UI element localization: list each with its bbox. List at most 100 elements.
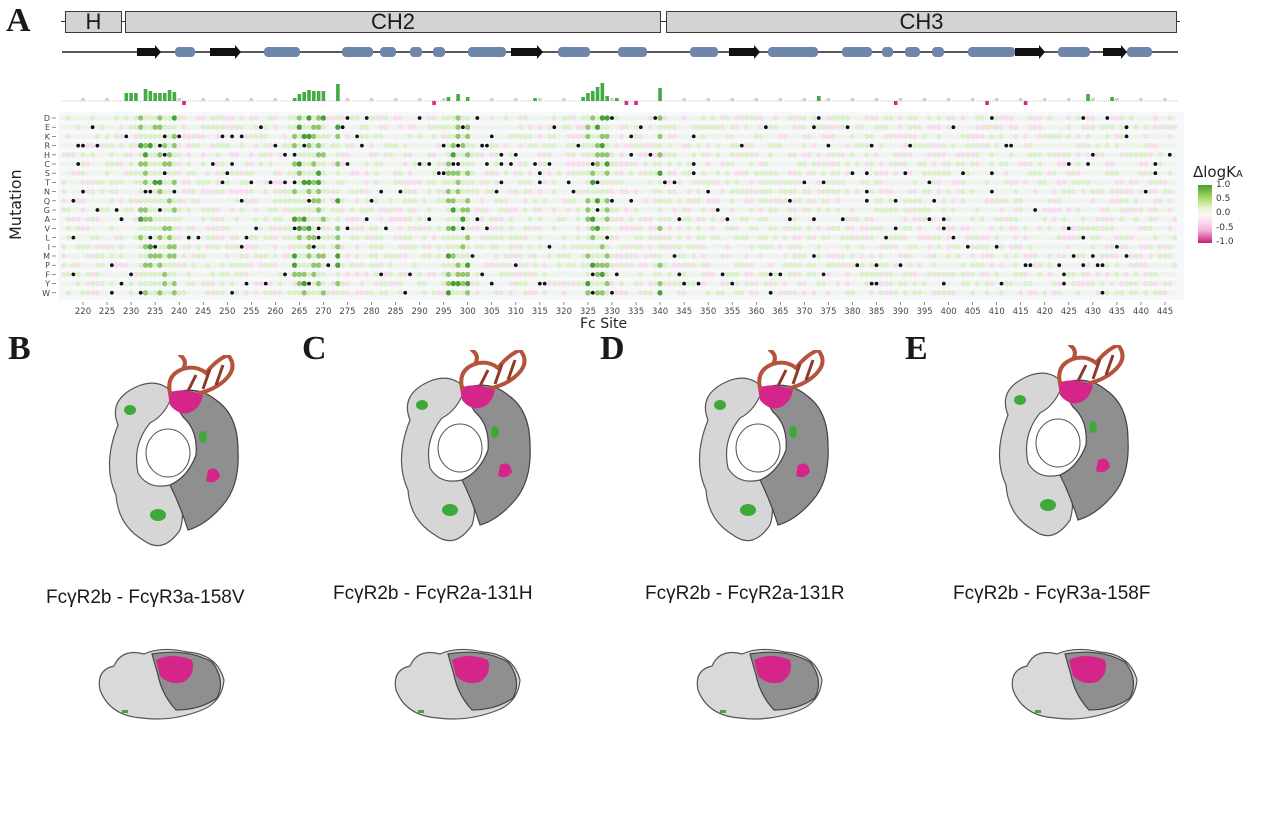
site-bar-positive <box>614 98 619 101</box>
wild-type-dot <box>821 180 826 185</box>
wild-type-dot <box>475 217 480 222</box>
wild-type-dot <box>927 217 932 222</box>
helix-segment <box>932 47 944 57</box>
site-bar-positive <box>312 91 316 101</box>
x-tick-label: 225 <box>99 307 115 317</box>
helix-segment <box>264 47 300 57</box>
wild-type-dot <box>109 263 114 268</box>
wild-type-dot <box>864 171 869 176</box>
wild-type-dot <box>162 171 167 176</box>
wild-type-dot <box>629 152 634 157</box>
site-bar-positive <box>595 87 600 101</box>
y-axis-title: Mutation <box>6 169 25 240</box>
wild-type-dot <box>172 189 177 194</box>
wild-type-dot <box>662 180 667 185</box>
helix-segment <box>1127 47 1152 57</box>
wild-type-dot <box>961 171 965 176</box>
wild-type-dot <box>696 281 701 286</box>
site-bar-positive <box>172 92 177 101</box>
wild-type-dot <box>812 254 816 258</box>
wild-type-dot <box>345 226 350 231</box>
wild-type-dot <box>989 116 994 120</box>
wild-type-dot <box>552 125 557 130</box>
wild-type-dot <box>220 134 225 139</box>
x-tick-label: 410 <box>989 307 1005 317</box>
y-tick-label: N <box>44 188 50 197</box>
x-tick-label: 345 <box>676 307 692 317</box>
wild-type-dot <box>71 272 76 277</box>
panel-letter-e: E <box>905 330 928 367</box>
wild-type-dot <box>739 143 744 148</box>
colorbar-title-main: ΔlogK <box>1193 163 1236 181</box>
structure-side-view-b <box>107 355 241 548</box>
wild-type-dot <box>119 217 124 222</box>
wild-type-dot <box>855 263 860 268</box>
x-tick-label: 405 <box>965 307 981 317</box>
wild-type-dot <box>316 226 321 231</box>
x-tick-label: 330 <box>604 307 620 317</box>
y-tick-label: G <box>44 206 50 215</box>
colorbar-tick: 0.0 <box>1216 208 1231 218</box>
wild-type-dot <box>1100 290 1105 295</box>
wild-type-dot <box>509 162 513 166</box>
wild-type-dot <box>417 162 422 166</box>
wild-type-dot <box>345 162 350 166</box>
x-tick-label: 305 <box>484 307 500 317</box>
y-tick-label: C <box>44 160 50 169</box>
wild-type-dot <box>119 281 124 286</box>
strand-arrow <box>210 45 241 59</box>
wild-type-dot <box>263 281 268 286</box>
wild-type-dot <box>1028 263 1033 268</box>
wild-type-dot <box>196 235 201 240</box>
site-bar-positive <box>292 98 297 101</box>
wild-type-dot <box>480 143 485 148</box>
wild-type-dot <box>941 217 946 222</box>
colorbar-title-sub: A <box>1235 169 1243 180</box>
site-bar-positive <box>143 89 148 101</box>
wild-type-dot <box>124 134 129 139</box>
y-tick-label: K <box>45 132 51 141</box>
wild-type-dot <box>629 198 634 203</box>
panel-letter-d: D <box>600 330 625 367</box>
wild-type-dot <box>398 189 403 194</box>
wild-type-dot <box>629 134 634 139</box>
wild-type-dot <box>494 189 499 194</box>
wild-type-dot <box>499 152 504 157</box>
y-tick-label: A <box>45 215 51 224</box>
helix-segment <box>842 47 872 57</box>
y-tick-label: D <box>44 114 50 123</box>
wild-type-dot <box>715 208 720 212</box>
wild-type-dot <box>768 272 773 277</box>
wild-type-dot <box>537 281 542 286</box>
wild-type-dot <box>249 180 254 185</box>
site-bar-positive <box>1086 94 1090 101</box>
structure-side-view-c <box>399 350 533 543</box>
wild-type-dot <box>778 272 783 277</box>
domain-connector-left <box>61 21 66 22</box>
wild-type-dot <box>1153 162 1158 166</box>
wild-type-dot <box>590 272 595 277</box>
x-tick-label: 445 <box>1157 307 1173 317</box>
wild-type-dot <box>840 217 845 222</box>
wild-type-dot <box>1090 254 1095 258</box>
wild-type-dot <box>254 226 259 231</box>
wild-type-dot <box>379 272 384 277</box>
helix-segment <box>468 47 506 57</box>
site-summary-bar-track <box>62 83 1178 105</box>
wild-type-dot <box>821 272 826 277</box>
strand-arrow <box>137 45 161 59</box>
wild-type-dot <box>369 198 374 203</box>
helix-segment <box>342 47 373 57</box>
domain-box-ch3: CH3 <box>666 9 1177 34</box>
wild-type-dot <box>485 143 489 148</box>
wild-type-dot <box>1033 208 1038 212</box>
wild-type-dot <box>903 171 908 176</box>
wild-type-dot <box>898 263 903 268</box>
wild-type-dot <box>364 217 369 222</box>
wild-type-dot <box>677 272 682 277</box>
y-tick-label: V <box>45 224 51 233</box>
site-bar-positive <box>124 93 129 101</box>
wild-type-dot <box>763 125 768 130</box>
wild-type-dot <box>1086 162 1090 166</box>
structure-top-view-b <box>98 648 225 720</box>
